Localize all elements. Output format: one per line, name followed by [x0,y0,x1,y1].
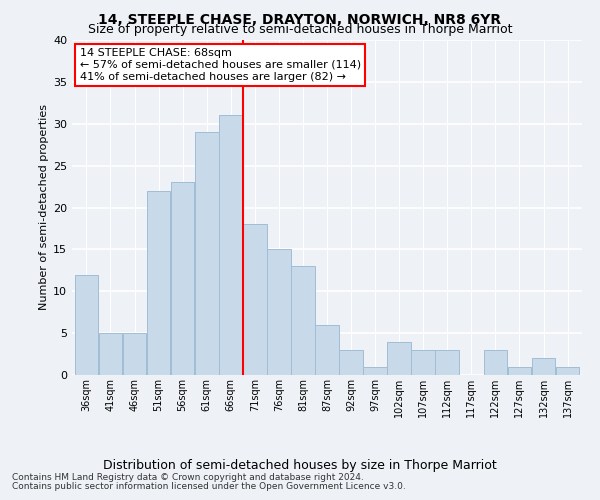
Bar [436,350,459,375]
Text: 14, STEEPLE CHASE, DRAYTON, NORWICH, NR8 6YR: 14, STEEPLE CHASE, DRAYTON, NORWICH, NR8… [98,12,502,26]
Y-axis label: Number of semi-detached properties: Number of semi-detached properties [39,104,49,310]
Bar [508,366,531,375]
Bar [412,350,435,375]
Bar [556,366,580,375]
Bar [364,366,387,375]
Bar [339,350,363,375]
Text: 14 STEEPLE CHASE: 68sqm
← 57% of semi-detached houses are smaller (114)
41% of s: 14 STEEPLE CHASE: 68sqm ← 57% of semi-de… [80,48,361,82]
Text: Size of property relative to semi-detached houses in Thorpe Marriot: Size of property relative to semi-detach… [88,22,512,36]
Text: Contains public sector information licensed under the Open Government Licence v3: Contains public sector information licen… [12,482,406,491]
Bar [123,333,146,375]
Text: Distribution of semi-detached houses by size in Thorpe Marriot: Distribution of semi-detached houses by … [103,460,497,472]
Bar [74,274,98,375]
Bar [267,250,290,375]
Bar [243,224,266,375]
Bar [291,266,315,375]
Bar [484,350,507,375]
Text: Contains HM Land Registry data © Crown copyright and database right 2024.: Contains HM Land Registry data © Crown c… [12,474,364,482]
Bar [147,190,170,375]
Bar [171,182,194,375]
Bar [388,342,411,375]
Bar [532,358,555,375]
Bar [195,132,218,375]
Bar [315,325,339,375]
Bar [219,116,242,375]
Bar [99,333,122,375]
